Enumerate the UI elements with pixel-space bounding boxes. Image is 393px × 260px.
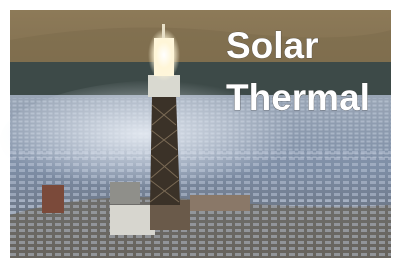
caption-line: Thermal	[226, 77, 370, 118]
caption-line: Solar	[226, 25, 319, 66]
photo-frame: Solar Thermal	[0, 0, 393, 260]
photo	[0, 10, 391, 258]
page: Solar Thermal (() => { const data = JSON…	[0, 0, 393, 260]
